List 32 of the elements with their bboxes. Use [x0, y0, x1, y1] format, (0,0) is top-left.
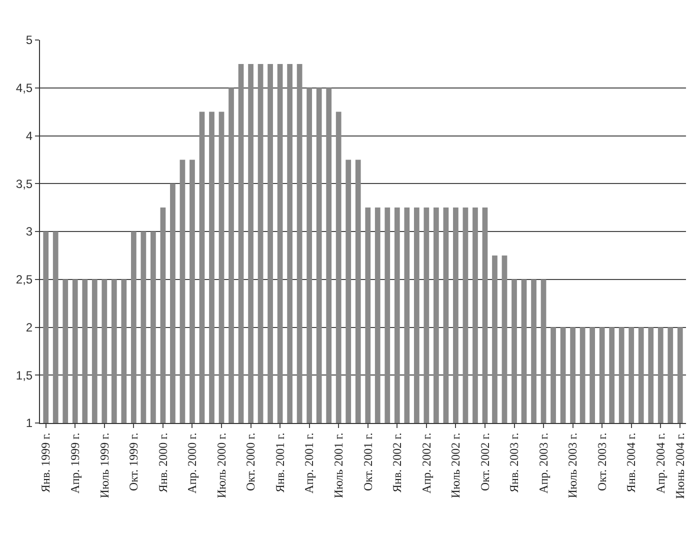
x-tick-label: Апр. 2002 г.	[419, 432, 434, 494]
x-tick-label: Янв. 2000 г.	[156, 432, 170, 492]
x-tick-label: Янв. 2002 г.	[390, 432, 404, 492]
x-tick-label: Июль 1999 г.	[97, 432, 112, 498]
y-tick-label: 3,5	[16, 176, 33, 191]
x-tick-label: Янв. 2003 г.	[507, 432, 522, 492]
x-tick-label: Апр. 2000 г.	[185, 432, 200, 494]
y-tick-label: 1	[26, 416, 33, 430]
y-tick-label: 3	[26, 224, 33, 239]
x-tick-label: Окт. 2001 г.	[360, 432, 375, 492]
y-tick-label: 2	[26, 320, 33, 334]
x-tick-label: Окт. 2000 г.	[244, 432, 258, 492]
x-tick-label: Янв. 2001 г.	[272, 432, 287, 492]
y-tick-label: 2,5	[16, 272, 33, 287]
x-tick-label: Апр. 1999 г.	[68, 432, 82, 494]
x-tick-label: Июль 2000 г.	[214, 432, 228, 498]
y-tick-label: 4	[26, 128, 33, 143]
x-tick-label: Июль 2002 г.	[448, 432, 463, 498]
x-tick-label: Апр. 2001 г.	[302, 432, 316, 494]
x-tick-label: Окт. 2002 г.	[478, 432, 492, 492]
y-tick-label: 4,5	[16, 81, 33, 96]
x-tick-label: Июль 2001 г.	[332, 432, 346, 498]
x-tick-label: Июнь 2004 г.	[673, 432, 688, 499]
x-tick-label: Янв. 1999 г.	[38, 432, 53, 492]
x-tick-label: Янв. 2004 г.	[624, 432, 638, 492]
x-tick-label: Окт. 1999 г.	[126, 432, 141, 492]
x-tick-label: Апр. 2003 г.	[536, 432, 550, 494]
y-tick-label: 1,5	[16, 368, 33, 382]
x-tick-label: Июль 2003 г.	[566, 432, 580, 498]
x-tick-label: Окт. 2003 г.	[594, 432, 609, 492]
x-tick-label: Апр. 2004 г.	[654, 432, 668, 494]
y-tick-label: 5	[26, 33, 33, 48]
